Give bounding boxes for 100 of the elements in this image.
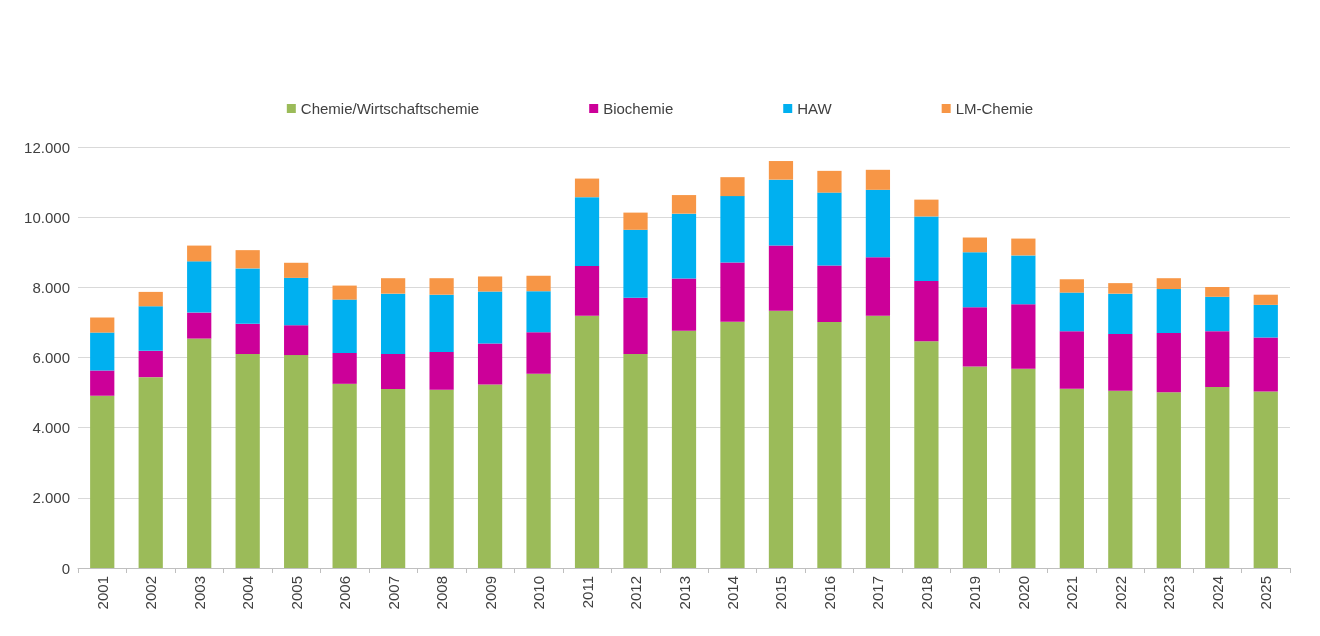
y-tick-label: 12.000 [24,138,70,156]
bar [1156,289,1181,333]
bar [429,294,454,352]
x-tick-label: 2009 [481,576,499,610]
x-tick-label: 2014 [723,576,741,610]
bar [332,352,357,384]
bar [1108,333,1133,391]
x-tick-label: 2001 [93,576,111,610]
bar [574,197,600,266]
x-tick-label: 2016 [820,576,838,610]
bar [1156,332,1181,393]
bar [1059,331,1084,389]
bar [1253,337,1278,392]
legend-label: Biochemie [603,100,674,117]
bar [235,323,260,354]
bar [914,216,939,282]
bar [1108,390,1133,568]
bar [1253,391,1278,568]
bar [914,199,939,217]
bar [1011,255,1036,305]
bar [720,262,745,322]
bar [429,389,454,568]
x-tick-label: 2023 [1160,576,1178,610]
y-tick-label: 0 [61,559,70,577]
bar [332,383,357,568]
bar [187,245,212,262]
bar [284,277,309,326]
legend-label: LM-Chemie [955,100,1034,117]
y-tick-label: 8.000 [32,278,70,296]
bar [768,245,794,311]
bar [429,351,454,390]
bar [1156,278,1181,290]
x-tick-label: 2018 [917,576,935,610]
x-tick-label: 2005 [287,576,305,610]
x-tick-label: 2006 [336,576,354,610]
bar [671,278,697,331]
x-tick-label: 2012 [627,576,645,610]
bar [477,276,503,292]
x-tick-label: 2020 [1014,576,1032,610]
bar [623,353,648,568]
bar [1011,368,1036,568]
bar [817,170,842,193]
bar [477,384,503,568]
bar [768,161,794,180]
bar [138,291,163,307]
bar [768,310,794,568]
bar [817,192,842,266]
bar [1108,293,1133,334]
bar [90,370,115,396]
x-tick-label: 2025 [1257,576,1275,610]
y-tick-label: 2.000 [32,489,70,507]
x-tick-label: 2019 [966,576,984,610]
y-tick-label: 6.000 [32,349,70,366]
bar [1059,279,1084,293]
bar [1059,292,1084,332]
bar [381,293,406,354]
bar [526,275,551,292]
bar [1205,386,1230,568]
bar [1205,331,1230,387]
bar [720,177,745,197]
bar [817,265,842,323]
x-tick-label: 2011 [578,576,596,609]
bar [477,343,503,385]
bar [429,278,454,295]
bar [671,330,697,568]
y-tick-label: 4.000 [32,419,70,437]
bar [526,332,551,374]
bar [138,350,163,378]
bar [962,252,987,308]
bar [187,338,212,568]
x-tick-label: 2015 [772,576,790,610]
x-tick-label: 2004 [239,576,257,610]
bar [671,195,697,214]
bar [865,189,891,258]
bar [962,307,987,367]
bar [1205,296,1230,332]
legend-label: HAW [797,100,833,117]
x-tick-label: 2013 [675,576,693,610]
bar [187,261,212,313]
bar [381,278,406,294]
bar [90,332,115,371]
bar [914,281,939,342]
bar [1059,388,1084,568]
bar [284,325,309,356]
bar [1253,304,1278,338]
bar [720,321,745,568]
bar [865,169,891,190]
bar [574,315,600,568]
x-tick-label: 2008 [433,576,451,610]
bar [90,317,115,333]
bar [235,250,260,269]
bar [671,213,697,279]
x-tick-label: 2007 [384,576,402,610]
bar [1205,286,1230,297]
bar [1011,304,1036,369]
x-tick-label: 2024 [1208,576,1226,610]
bar [1156,392,1181,568]
x-tick-label: 2002 [142,576,160,610]
bar [332,299,357,353]
bar [526,291,551,333]
